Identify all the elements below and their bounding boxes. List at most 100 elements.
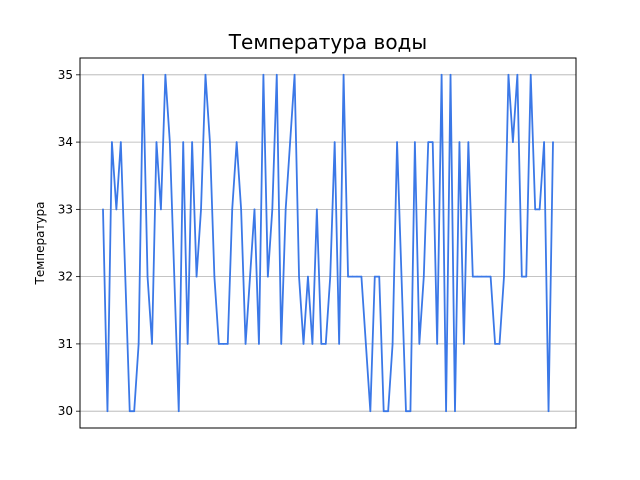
data-point: [164, 73, 167, 76]
data-point: [409, 410, 412, 413]
data-point: [333, 141, 336, 143]
data-point: [186, 343, 189, 345]
data-point: [315, 208, 318, 211]
data-point: [454, 410, 456, 413]
data-point: [226, 343, 229, 345]
data-point: [356, 275, 358, 278]
data-point: [284, 208, 287, 211]
data-point: [258, 343, 260, 345]
data-point: [271, 208, 274, 211]
data-point: [177, 410, 180, 413]
data-point: [298, 275, 300, 278]
data-point: [400, 275, 403, 278]
data-point: [480, 275, 483, 278]
y-tick-label: 31: [58, 337, 73, 351]
y-tick-label: 35: [58, 68, 73, 82]
data-point: [543, 141, 545, 143]
data-point: [133, 410, 136, 413]
data-point: [160, 208, 162, 211]
data-point: [418, 343, 421, 345]
data-point: [342, 73, 345, 76]
data-point: [387, 410, 390, 413]
data-point: [431, 141, 434, 143]
data-point: [213, 275, 216, 278]
data-point: [427, 141, 430, 143]
data-point: [391, 343, 394, 345]
data-point: [235, 141, 238, 143]
data-point: [445, 410, 447, 413]
data-point: [449, 73, 452, 76]
data-point: [275, 73, 278, 76]
data-point: [231, 208, 234, 211]
data-point: [467, 141, 470, 143]
data-point: [324, 343, 327, 345]
y-axis: 30 31 32 33 34 35: [58, 68, 80, 418]
y-tick-label: 34: [58, 135, 73, 149]
data-point: [280, 343, 283, 345]
data-point: [222, 343, 225, 345]
data-point: [458, 141, 461, 143]
data-point: [209, 141, 211, 143]
data-point: [494, 343, 496, 345]
data-point: [329, 275, 332, 278]
data-point: [351, 275, 354, 278]
data-point: [119, 141, 122, 143]
data-point: [244, 343, 247, 345]
data-point: [498, 343, 501, 345]
data-point: [529, 73, 532, 76]
data-point: [240, 208, 243, 211]
chart-title: Температура воды: [228, 30, 427, 54]
data-point: [525, 275, 528, 278]
data-point: [293, 73, 296, 76]
data-point: [204, 73, 207, 76]
data-point: [413, 141, 416, 143]
data-point: [173, 275, 176, 278]
data-point: [182, 141, 185, 143]
data-point: [507, 73, 510, 76]
data-point: [168, 141, 171, 143]
data-point: [489, 275, 492, 278]
data-point: [106, 410, 109, 413]
data-point: [552, 141, 554, 143]
data-point: [396, 141, 398, 143]
data-point: [320, 343, 323, 345]
data-point: [547, 410, 550, 413]
data-point: [347, 275, 349, 278]
data-point: [249, 275, 251, 278]
data-point: [253, 208, 256, 211]
y-tick-label: 32: [58, 270, 73, 284]
data-point: [195, 275, 198, 278]
series-layer: [102, 73, 554, 413]
data-point: [266, 275, 269, 278]
data-point: [476, 275, 479, 278]
data-point: [289, 141, 292, 143]
data-point: [307, 275, 309, 278]
data-point: [364, 343, 367, 345]
y-axis-label: Температура: [33, 201, 47, 285]
data-point: [128, 410, 131, 413]
data-point: [512, 141, 514, 143]
y-tick-label: 33: [58, 202, 73, 216]
data-point: [471, 275, 474, 278]
data-point: [311, 343, 314, 345]
data-point: [378, 275, 381, 278]
data-point: [534, 208, 537, 211]
data-point: [111, 141, 113, 143]
data-point: [462, 343, 465, 345]
data-point: [422, 275, 425, 278]
data-point: [115, 208, 118, 211]
data-point: [436, 343, 439, 345]
data-point: [373, 275, 376, 278]
data-point: [405, 410, 407, 413]
data-point: [200, 208, 202, 211]
plot-frame: [79, 57, 577, 429]
data-point: [142, 73, 145, 76]
data-point: [369, 410, 372, 413]
data-point: [360, 275, 363, 278]
data-point: [102, 208, 104, 211]
data-point: [124, 275, 127, 278]
data-point: [155, 141, 158, 143]
data-point: [485, 275, 488, 278]
